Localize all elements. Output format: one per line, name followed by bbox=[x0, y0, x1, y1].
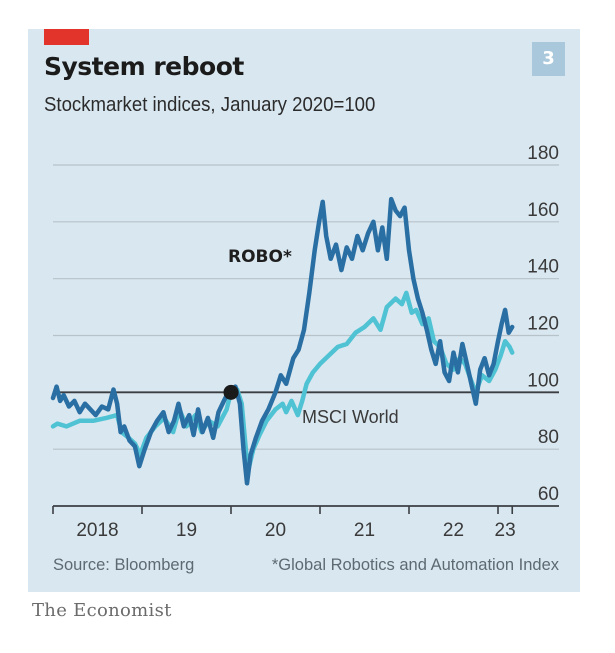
x-tick-label: 20 bbox=[265, 520, 286, 541]
y-tick-label: 180 bbox=[527, 143, 559, 164]
source-note: Source: Bloomberg bbox=[53, 556, 195, 574]
series-label-msci-world: MSCI World bbox=[302, 407, 399, 427]
x-tick-label: 21 bbox=[354, 520, 375, 541]
y-tick-label: 120 bbox=[527, 314, 559, 335]
chart-title: System reboot bbox=[44, 52, 244, 81]
series-labels: ROBO* MSCI World bbox=[228, 247, 399, 427]
series-lines bbox=[50, 196, 515, 486]
x-tick-label: 22 bbox=[443, 520, 464, 541]
y-axis-tick-labels: 60 80 100 120 140 160 180 bbox=[527, 143, 559, 505]
accent-bar bbox=[44, 29, 89, 45]
series-label-robo: ROBO* bbox=[228, 247, 292, 267]
y-tick-label: 160 bbox=[527, 200, 559, 221]
chart-panel bbox=[28, 29, 580, 592]
chart-number-badge: 3 bbox=[532, 42, 565, 76]
x-axis: 2018 19 20 21 22 23 bbox=[52, 505, 559, 541]
y-tick-label: 80 bbox=[538, 427, 559, 448]
y-tick-label: 100 bbox=[527, 370, 559, 391]
series-line-msci-world bbox=[50, 290, 515, 475]
chart-subtitle: Stockmarket indices, January 2020=100 bbox=[44, 94, 376, 116]
footnote: *Global Robotics and Automation Index bbox=[271, 556, 559, 574]
x-tick-label: 19 bbox=[176, 520, 197, 541]
series-line-robo bbox=[50, 196, 515, 486]
y-tick-label: 140 bbox=[527, 257, 559, 278]
x-tick-label: 2018 bbox=[76, 520, 118, 541]
publisher-brand: The Economist bbox=[32, 600, 172, 621]
x-tick-label: 23 bbox=[495, 520, 516, 541]
y-tick-label: 60 bbox=[538, 484, 559, 505]
reference-point-marker bbox=[223, 384, 239, 400]
